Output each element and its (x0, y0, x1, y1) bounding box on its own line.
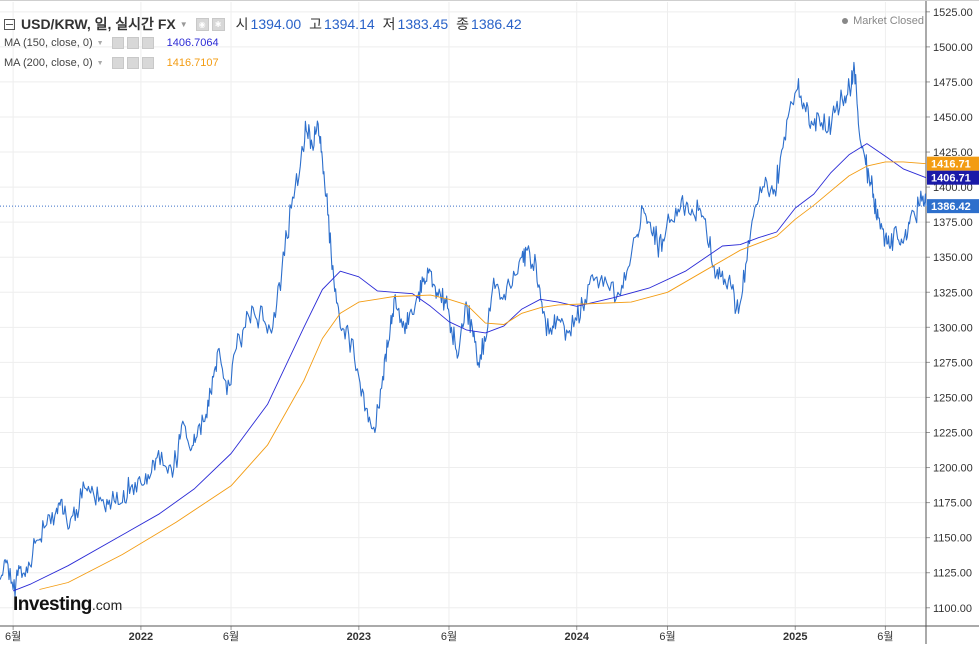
price-line (0, 61, 927, 598)
y-tick-label: 1250.00 (933, 392, 973, 404)
series-ma200 (39, 161, 927, 590)
ma150-legend[interactable]: MA (150, close, 0) ▼ 1406.7064 (4, 37, 219, 49)
open-value: 1394.00 (250, 16, 302, 32)
y-tick-label: 1100.00 (933, 603, 972, 615)
x-tick-label: 6월 (223, 630, 239, 643)
y-tick-label: 1150.00 (933, 533, 972, 545)
y-tick-label: 1450.00 (933, 112, 973, 124)
settings-icon[interactable]: ✱ (211, 17, 225, 31)
y-tick-label: 1350.00 (933, 252, 973, 264)
last-price-tag: 1386.42 (931, 201, 971, 213)
open-label: 시 (235, 16, 249, 32)
x-tick-label: 6월 (441, 630, 457, 643)
close-icon[interactable] (141, 37, 154, 49)
high-label: 고 (309, 16, 323, 32)
x-tick-label: 2024 (564, 631, 589, 643)
series-ma150 (12, 143, 927, 592)
last-price-tag-bg (927, 199, 979, 214)
y-tick-label: 1125.00 (933, 568, 972, 580)
ma150-line (12, 143, 927, 592)
y-tick-label: 1525.00 (933, 7, 973, 19)
investing-logo: Investing.com (13, 594, 122, 616)
eye-icon[interactable] (111, 57, 124, 69)
ma200-price-tag: 1416.71 (931, 159, 971, 171)
y-tick-label: 1225.00 (933, 427, 973, 439)
x-tick-label: 2022 (129, 631, 153, 643)
status-dot-icon (842, 18, 849, 25)
y-tick-label: 1375.00 (933, 217, 973, 229)
chevron-down-icon[interactable]: ▼ (96, 59, 104, 67)
ma200-value: 1416.7107 (166, 57, 219, 69)
y-tick-label: 1175.00 (933, 498, 972, 510)
high-value: 1394.14 (324, 16, 375, 32)
low-value: 1383.45 (397, 16, 449, 32)
chart-header: USD/KRW, 일, 실시간 FX ▼ ◉ ✱ 시 1394.00 고 139… (4, 14, 522, 34)
chevron-down-icon[interactable]: ▼ (179, 19, 188, 29)
symbol-title[interactable]: USD/KRW, 일, 실시간 FX (21, 16, 176, 32)
close-value: 1386.42 (471, 16, 522, 32)
chevron-down-icon[interactable]: ▼ (96, 39, 104, 47)
x-tick-label: 6월 (659, 630, 675, 643)
ma150-price-tag: 1406.71 (931, 173, 971, 185)
market-status-text: Market Closed (853, 15, 924, 27)
collapse-icon[interactable] (4, 18, 15, 30)
y-tick-label: 1500.00 (933, 42, 973, 54)
ma200-legend[interactable]: MA (200, close, 0) ▼ 1416.7107 (4, 57, 219, 69)
y-tick-label: 1425.00 (933, 147, 973, 159)
y-tick-label: 1400.00 (933, 182, 973, 194)
eye-icon[interactable] (111, 37, 124, 49)
ma200-label: MA (200, close, 0) (4, 57, 93, 69)
settings-icon[interactable] (126, 57, 139, 69)
x-tick-label: 2025 (783, 631, 807, 643)
x-tick-label: 6월 (5, 630, 21, 643)
logo-suffix: .com (91, 597, 123, 613)
logo-main: Investing (13, 594, 92, 615)
ma150-label: MA (150, close, 0) (4, 37, 93, 49)
ma200-price-tag-bg (927, 156, 979, 171)
ma150-price-tag-bg (927, 170, 979, 185)
close-label: 종 (456, 16, 470, 32)
market-status: Market Closed (842, 15, 924, 27)
eye-icon[interactable]: ◉ (195, 17, 209, 31)
settings-icon[interactable] (126, 37, 139, 49)
y-tick-label: 1200.00 (933, 463, 973, 475)
y-tick-label: 1275.00 (933, 357, 973, 369)
x-tick-label: 2023 (347, 631, 371, 643)
ma150-value: 1406.7064 (166, 37, 219, 49)
close-icon[interactable] (141, 57, 154, 69)
ma200-line (39, 161, 927, 590)
y-tick-label: 1325.00 (933, 287, 973, 299)
series-price (0, 61, 927, 598)
x-tick-label: 6월 (877, 630, 893, 643)
low-label: 저 (382, 16, 396, 32)
y-tick-label: 1475.00 (933, 77, 973, 89)
y-tick-label: 1300.00 (933, 322, 973, 334)
